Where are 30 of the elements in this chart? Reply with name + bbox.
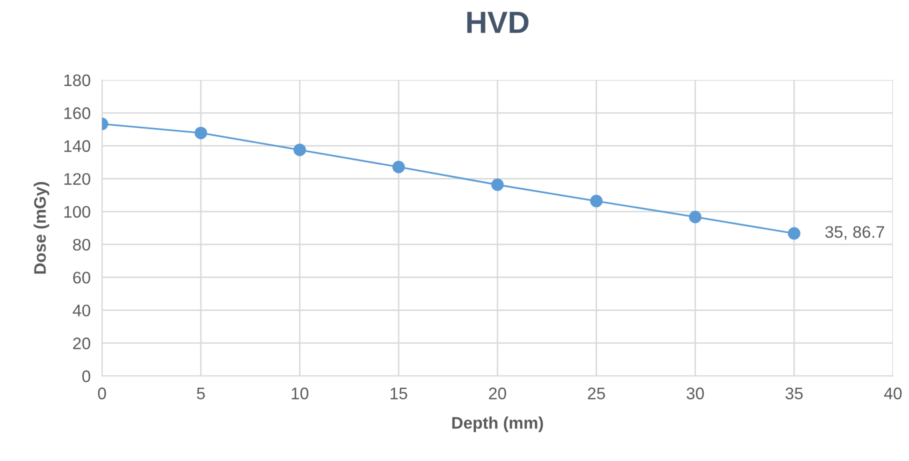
point [491,178,504,191]
y-axis-title: Dose (mGy) [34,182,50,274]
annotation: 35, 86.7 [825,226,884,240]
y-tick-label: 160 [64,107,90,120]
y-tick-label: 140 [64,140,90,152]
y-tick-label: 0 [82,370,90,382]
x-tick-label: 20 [489,388,506,400]
x-tick-label: 40 [884,388,902,400]
y-tick-label: 120 [64,173,90,185]
x-tick-label: 0 [98,388,106,400]
point [689,210,702,224]
x-tick-label: 5 [196,388,205,400]
x-tick-label: 30 [686,388,704,400]
x-tick-label: 15 [390,388,408,400]
point [194,126,208,140]
point [294,144,306,156]
point [392,160,405,174]
y-tick-label: 20 [73,338,90,350]
x-tick-label: 35 [785,388,803,400]
x-tick-label: 10 [292,388,308,400]
y-tick-label: 60 [73,272,90,284]
y-tick-label: 40 [72,304,90,316]
y-tick-label: 180 [64,74,90,86]
point [788,227,800,240]
point [590,194,603,208]
x-tick-label: 25 [588,388,605,400]
chart-title: HVD [467,12,528,33]
x-axis-title: Depth (mm) [452,416,543,432]
y-tick-label: 100 [64,206,90,218]
y-tick-label: 80 [73,238,90,251]
